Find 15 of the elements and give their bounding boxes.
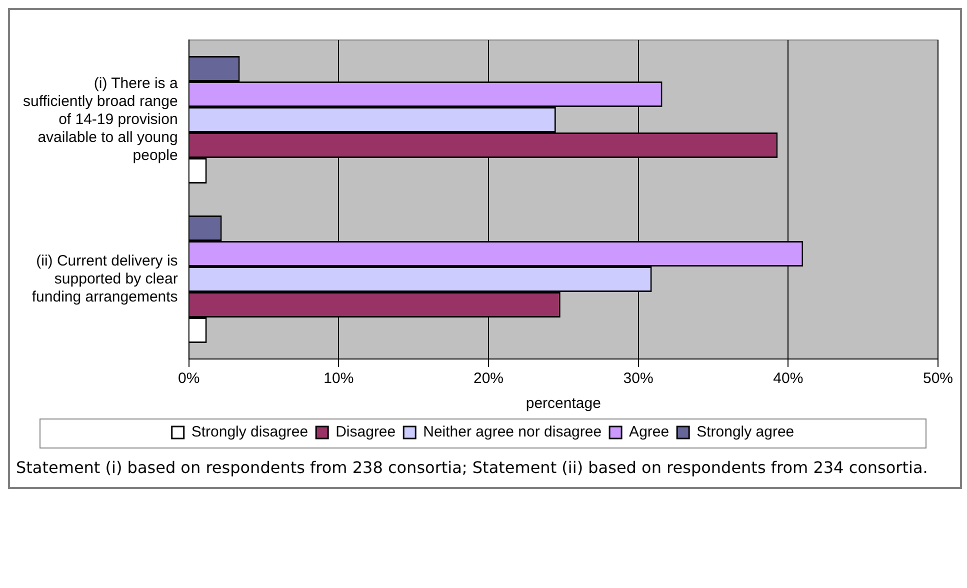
- x-tick-label: 20%: [473, 370, 504, 388]
- x-tick-label: 10%: [324, 370, 354, 388]
- y-tick-label: (i) There is a sufficiently broad range of 14-19 provision available to all young people: [22, 74, 178, 164]
- legend-label: Disagree: [336, 424, 396, 441]
- x-tick-label: 0%: [178, 370, 200, 388]
- x-tick-label: 40%: [773, 370, 804, 388]
- legend-label: Strongly agree: [696, 424, 794, 441]
- x-axis-title: percentage: [526, 395, 601, 412]
- text: Statement (i) based on respondents from 238 consortia; Statement (ii) based on respondents from 234 consortia.: [15, 457, 929, 479]
- x-tick-label: 30%: [623, 370, 654, 388]
- y-tick-label: (ii) Current delivery is supported by clear funding arrangements: [32, 252, 178, 306]
- legend-label: Agree: [629, 424, 670, 441]
- legend-label: Strongly disagree: [191, 424, 308, 441]
- legend-label: Neither agree nor disagree: [423, 424, 602, 441]
- x-tick-label: 50%: [922, 370, 954, 388]
